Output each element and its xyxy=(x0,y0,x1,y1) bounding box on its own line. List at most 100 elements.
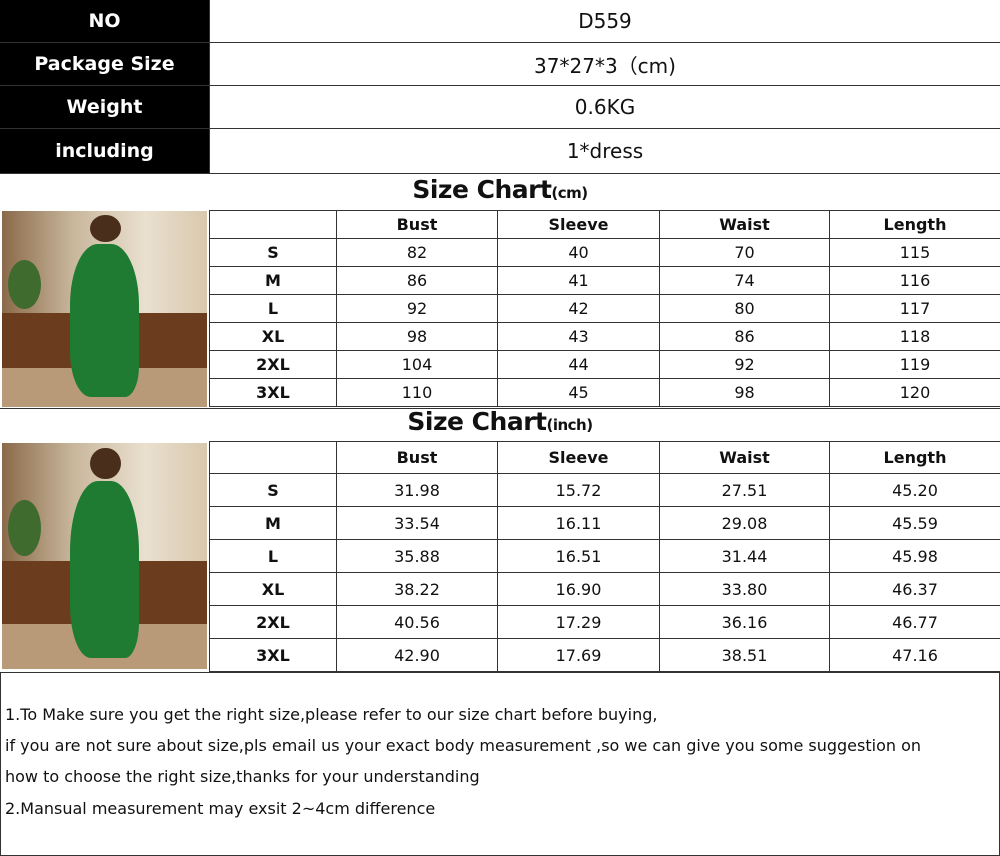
cell: 115 xyxy=(829,238,1000,267)
cell: 15.72 xyxy=(497,473,660,507)
info-label: Package Size xyxy=(0,43,209,85)
size-label: XL xyxy=(209,322,337,351)
cell: 36.16 xyxy=(659,605,830,639)
cell: 33.54 xyxy=(336,506,498,540)
cell: 82 xyxy=(336,238,498,267)
cell: 16.51 xyxy=(497,539,660,573)
table-row: 2XL 40.56 17.29 36.16 46.77 xyxy=(209,605,1000,639)
cell: 117 xyxy=(829,294,1000,323)
cell: 31.98 xyxy=(336,473,498,507)
info-value: 37*27*3（cm) xyxy=(209,43,1000,85)
header-row: Bust Sleeve Waist Length xyxy=(209,210,1000,239)
cell: 17.29 xyxy=(497,605,660,639)
size-label: S xyxy=(209,238,337,267)
column-header xyxy=(209,210,337,239)
table-row: L 35.88 16.51 31.44 45.98 xyxy=(209,539,1000,573)
cell: 38.22 xyxy=(336,572,498,606)
cell: 45.98 xyxy=(829,539,1000,573)
column-header: Waist xyxy=(659,441,830,474)
product-photo-inch xyxy=(2,443,207,669)
info-label: Weight xyxy=(0,86,209,128)
cell: 118 xyxy=(829,322,1000,351)
table-row: 3XL 42.90 17.69 38.51 47.16 xyxy=(209,638,1000,672)
info-row-including: including 1*dress xyxy=(0,129,1000,174)
header-row: Bust Sleeve Waist Length xyxy=(209,441,1000,474)
cell: 16.90 xyxy=(497,572,660,606)
note-line: 2.Mansual measurement may exsit 2~4cm di… xyxy=(5,799,436,818)
cell: 45.20 xyxy=(829,473,1000,507)
table-row: L 92 42 80 117 xyxy=(209,294,1000,323)
cell: 70 xyxy=(659,238,830,267)
cell: 27.51 xyxy=(659,473,830,507)
cell: 98 xyxy=(336,322,498,351)
cell: 46.77 xyxy=(829,605,1000,639)
cell: 42 xyxy=(497,294,660,323)
table-row: 3XL 110 45 98 120 xyxy=(209,378,1000,407)
column-header: Bust xyxy=(336,210,498,239)
column-header: Length xyxy=(829,441,1000,474)
cell: 38.51 xyxy=(659,638,830,672)
cell: 110 xyxy=(336,378,498,407)
info-value: 1*dress xyxy=(209,129,1000,173)
size-label: 2XL xyxy=(209,605,337,639)
size-label: 2XL xyxy=(209,350,337,379)
table-row: S 31.98 15.72 27.51 45.20 xyxy=(209,473,1000,507)
column-header: Sleeve xyxy=(497,210,660,239)
cell: 92 xyxy=(659,350,830,379)
table-row: XL 98 43 86 118 xyxy=(209,322,1000,351)
size-label: M xyxy=(209,506,337,540)
column-header xyxy=(209,441,337,474)
size-label: M xyxy=(209,266,337,295)
cell: 33.80 xyxy=(659,572,830,606)
title-unit: (cm) xyxy=(551,184,588,202)
cell: 44 xyxy=(497,350,660,379)
cell: 35.88 xyxy=(336,539,498,573)
size-label: 3XL xyxy=(209,378,337,407)
cell: 41 xyxy=(497,266,660,295)
cell: 16.11 xyxy=(497,506,660,540)
size-label: 3XL xyxy=(209,638,337,672)
column-header: Sleeve xyxy=(497,441,660,474)
cell: 92 xyxy=(336,294,498,323)
cell: 42.90 xyxy=(336,638,498,672)
cell: 104 xyxy=(336,350,498,379)
cell: 74 xyxy=(659,266,830,295)
cell: 98 xyxy=(659,378,830,407)
column-header: Bust xyxy=(336,441,498,474)
info-label: NO xyxy=(0,0,209,42)
info-label: including xyxy=(0,129,209,173)
info-value: D559 xyxy=(209,0,1000,42)
table-row: M 86 41 74 116 xyxy=(209,266,1000,295)
product-photo-cm xyxy=(2,211,207,407)
title-text: Size Chart xyxy=(412,175,552,204)
cell: 86 xyxy=(659,322,830,351)
cell: 47.16 xyxy=(829,638,1000,672)
info-row-weight: Weight 0.6KG xyxy=(0,86,1000,129)
size-label: XL xyxy=(209,572,337,606)
info-row-no: NO D559 xyxy=(0,0,1000,43)
size-label: S xyxy=(209,473,337,507)
note-line: 1.To Make sure you get the right size,pl… xyxy=(5,705,658,724)
cell: 17.69 xyxy=(497,638,660,672)
table-row: M 33.54 16.11 29.08 45.59 xyxy=(209,506,1000,540)
cell: 116 xyxy=(829,266,1000,295)
size-label: L xyxy=(209,539,337,573)
column-header: Waist xyxy=(659,210,830,239)
table-row: XL 38.22 16.90 33.80 46.37 xyxy=(209,572,1000,606)
cell: 120 xyxy=(829,378,1000,407)
table-row: 2XL 104 44 92 119 xyxy=(209,350,1000,379)
note-line: if you are not sure about size,pls email… xyxy=(5,736,922,755)
size-label: L xyxy=(209,294,337,323)
info-value: 0.6KG xyxy=(209,86,1000,128)
cell: 45 xyxy=(497,378,660,407)
inch-size-table: Bust Sleeve Waist Length S 31.98 15.72 27.51 45.… xyxy=(209,441,1000,672)
cell: 46.37 xyxy=(829,572,1000,606)
cell: 80 xyxy=(659,294,830,323)
cell: 119 xyxy=(829,350,1000,379)
notes-box xyxy=(0,672,1000,856)
cell: 86 xyxy=(336,266,498,295)
inch-chart-title: Size Chart(inch) xyxy=(0,407,1000,436)
cell: 43 xyxy=(497,322,660,351)
title-unit: (inch) xyxy=(546,416,593,434)
title-text: Size Chart xyxy=(407,407,547,436)
